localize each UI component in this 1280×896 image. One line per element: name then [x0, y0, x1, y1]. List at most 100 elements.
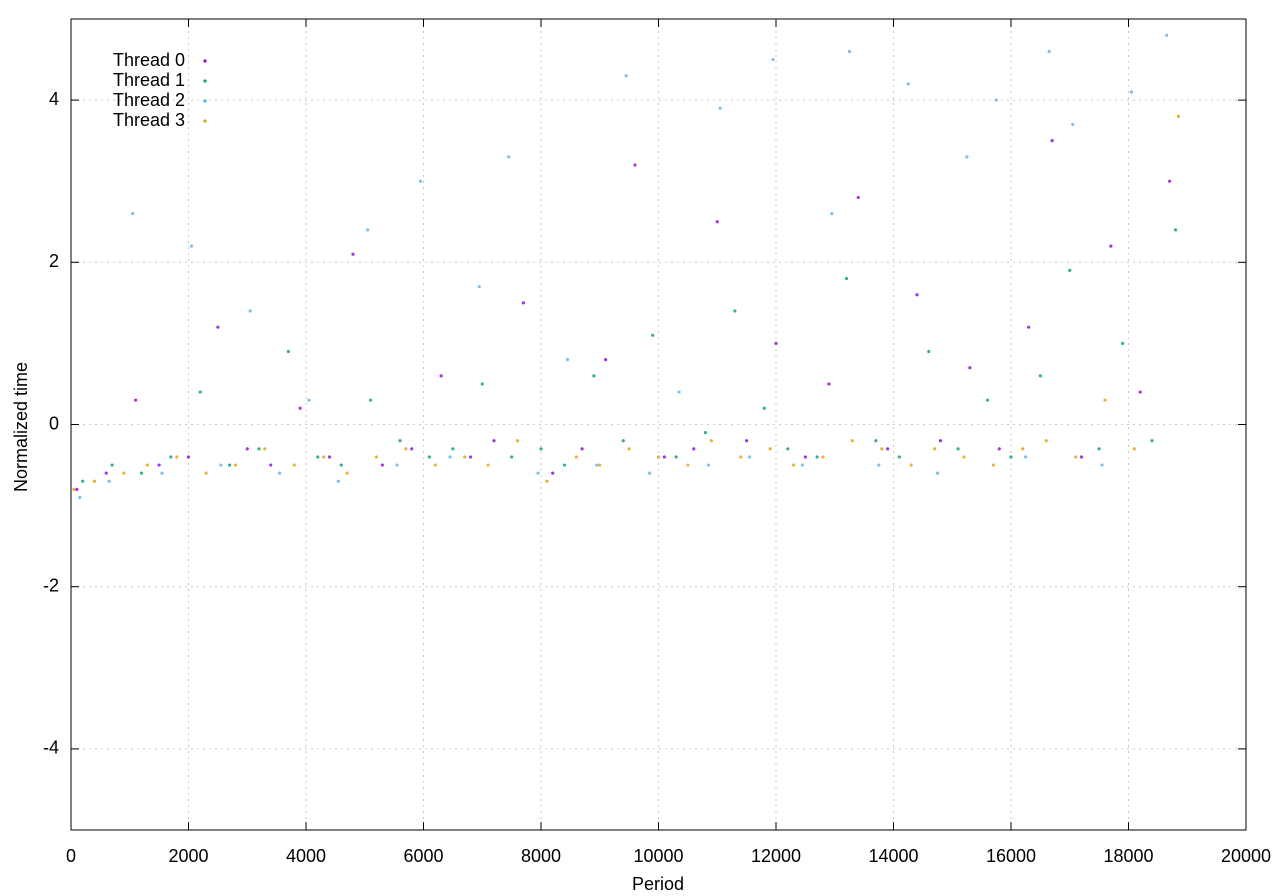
point — [598, 463, 602, 467]
point — [1044, 439, 1048, 443]
point — [257, 447, 261, 451]
x-tick-label: 0 — [66, 846, 76, 866]
point — [427, 455, 431, 459]
point — [539, 447, 543, 451]
legend-marker — [203, 99, 207, 103]
point — [219, 463, 223, 467]
point — [880, 447, 884, 451]
point — [122, 471, 126, 475]
point — [492, 439, 496, 443]
point — [1074, 455, 1078, 459]
point — [745, 439, 749, 443]
point — [850, 439, 854, 443]
point — [886, 447, 890, 451]
point — [536, 471, 540, 475]
point — [1165, 33, 1169, 37]
point — [1009, 455, 1013, 459]
point — [792, 463, 796, 467]
point — [139, 471, 144, 475]
point — [627, 447, 631, 451]
point — [692, 447, 696, 451]
point — [1173, 228, 1178, 232]
point — [418, 179, 423, 183]
point — [186, 455, 191, 459]
y-tick-label: 2 — [49, 251, 59, 271]
y-tick-label: -2 — [43, 575, 59, 595]
point — [935, 471, 940, 475]
point — [786, 447, 790, 451]
point — [322, 455, 326, 459]
point — [844, 276, 849, 281]
point — [292, 463, 296, 467]
point — [521, 301, 525, 305]
point — [336, 479, 340, 483]
point — [75, 487, 79, 491]
point — [515, 439, 520, 443]
x-tick-label: 14000 — [868, 846, 918, 866]
point — [856, 195, 860, 200]
point — [624, 74, 628, 78]
point — [706, 463, 711, 467]
point — [674, 455, 678, 459]
point — [739, 455, 743, 459]
point — [1068, 268, 1072, 273]
point — [81, 479, 85, 483]
point — [1100, 463, 1104, 467]
point — [327, 455, 332, 459]
point — [703, 431, 708, 435]
x-tick-label: 4000 — [286, 846, 326, 866]
point — [339, 463, 343, 467]
point — [110, 463, 114, 467]
point — [160, 471, 164, 475]
point — [345, 471, 349, 475]
point — [545, 479, 549, 483]
x-tick-label: 8000 — [521, 846, 561, 866]
point — [145, 463, 149, 467]
point — [374, 455, 379, 459]
point — [621, 439, 625, 443]
point — [169, 455, 173, 459]
point — [815, 455, 819, 459]
point — [830, 212, 834, 216]
point — [216, 325, 220, 329]
point — [233, 463, 238, 467]
point — [1079, 455, 1084, 459]
point — [906, 82, 910, 86]
legend-label: Thread 0 — [113, 50, 185, 70]
point — [175, 455, 179, 459]
point — [507, 155, 511, 159]
point — [480, 382, 484, 386]
point — [686, 463, 690, 467]
point — [189, 244, 194, 248]
point — [277, 471, 282, 475]
point — [433, 463, 437, 467]
point — [351, 252, 355, 256]
point — [448, 455, 452, 459]
point — [439, 374, 443, 378]
point — [92, 479, 97, 483]
point — [398, 439, 402, 443]
point — [771, 57, 775, 62]
point — [747, 455, 752, 459]
legend-marker — [203, 59, 207, 63]
point — [1138, 390, 1142, 394]
point — [562, 463, 567, 467]
point — [307, 398, 311, 402]
point — [633, 163, 637, 167]
legend-label: Thread 2 — [113, 90, 185, 110]
point — [877, 463, 881, 467]
point — [968, 366, 972, 370]
point — [595, 463, 599, 467]
point — [451, 447, 455, 451]
point — [677, 390, 681, 394]
point — [395, 463, 399, 467]
point — [204, 471, 208, 475]
point — [592, 374, 596, 378]
y-tick-label: -4 — [43, 738, 59, 758]
point — [72, 487, 76, 491]
point — [827, 382, 831, 386]
point — [1024, 455, 1028, 459]
point — [847, 49, 852, 54]
point — [1038, 374, 1042, 378]
y-axis-label: Normalized time — [11, 362, 31, 492]
